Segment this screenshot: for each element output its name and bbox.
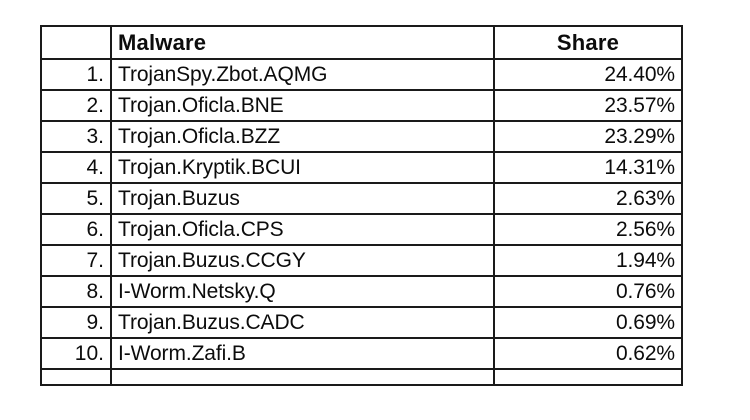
- cell-malware: TrojanSpy.Zbot.AQMG: [110, 58, 495, 91]
- cell-rank: 1.: [40, 58, 112, 91]
- cell-malware: I-Worm.Zafi.B: [110, 337, 495, 370]
- cell-rank: 3.: [40, 120, 112, 153]
- cell-rank: 5.: [40, 182, 112, 215]
- column-header-share: Share: [493, 25, 683, 60]
- cell-malware: Trojan.Buzus.CCGY: [110, 244, 495, 277]
- cell-share: [493, 368, 683, 386]
- malware-share-table: Malware Share 1. TrojanSpy.Zbot.AQMG 24.…: [40, 25, 683, 386]
- table-header: Malware Share: [40, 25, 683, 60]
- cell-rank: 10.: [40, 337, 112, 370]
- cell-rank: 7.: [40, 244, 112, 277]
- cell-share: 23.57%: [493, 89, 683, 122]
- cell-share: 23.29%: [493, 120, 683, 153]
- table-row: 1. TrojanSpy.Zbot.AQMG 24.40%: [40, 58, 683, 91]
- cell-malware: I-Worm.Netsky.Q: [110, 275, 495, 308]
- cell-rank: 6.: [40, 213, 112, 246]
- cell-share: 2.63%: [493, 182, 683, 215]
- table-row: 3. Trojan.Oficla.BZZ 23.29%: [40, 120, 683, 153]
- cell-malware: Trojan.Oficla.BZZ: [110, 120, 495, 153]
- column-header-rank: [40, 25, 112, 60]
- cell-rank: [40, 368, 112, 386]
- malware-share-table-container: Malware Share 1. TrojanSpy.Zbot.AQMG 24.…: [40, 25, 683, 386]
- table-row: 6. Trojan.Oficla.CPS 2.56%: [40, 213, 683, 246]
- cell-share: 24.40%: [493, 58, 683, 91]
- cell-share: 0.62%: [493, 337, 683, 370]
- cell-malware: [110, 368, 495, 386]
- cell-malware: Trojan.Kryptik.BCUI: [110, 151, 495, 184]
- cell-malware: Trojan.Buzus: [110, 182, 495, 215]
- table-row-partial: [40, 368, 683, 386]
- table-row: 9. Trojan.Buzus.CADC 0.69%: [40, 306, 683, 339]
- cell-rank: 4.: [40, 151, 112, 184]
- table-row: 5. Trojan.Buzus 2.63%: [40, 182, 683, 215]
- cell-share: 0.76%: [493, 275, 683, 308]
- cell-rank: 2.: [40, 89, 112, 122]
- table-row: 7. Trojan.Buzus.CCGY 1.94%: [40, 244, 683, 277]
- cell-share: 14.31%: [493, 151, 683, 184]
- column-header-malware: Malware: [110, 25, 495, 60]
- cell-rank: 9.: [40, 306, 112, 339]
- cell-malware: Trojan.Oficla.CPS: [110, 213, 495, 246]
- cell-share: 0.69%: [493, 306, 683, 339]
- table-row: 4. Trojan.Kryptik.BCUI 14.31%: [40, 151, 683, 184]
- cell-share: 2.56%: [493, 213, 683, 246]
- table-row: 2. Trojan.Oficla.BNE 23.57%: [40, 89, 683, 122]
- cell-malware: Trojan.Buzus.CADC: [110, 306, 495, 339]
- cell-malware: Trojan.Oficla.BNE: [110, 89, 495, 122]
- table-header-row: Malware Share: [40, 25, 683, 60]
- table-row: 8. I-Worm.Netsky.Q 0.76%: [40, 275, 683, 308]
- table-row: 10. I-Worm.Zafi.B 0.62%: [40, 337, 683, 370]
- cell-share: 1.94%: [493, 244, 683, 277]
- table-body: 1. TrojanSpy.Zbot.AQMG 24.40% 2. Trojan.…: [40, 58, 683, 386]
- cell-rank: 8.: [40, 275, 112, 308]
